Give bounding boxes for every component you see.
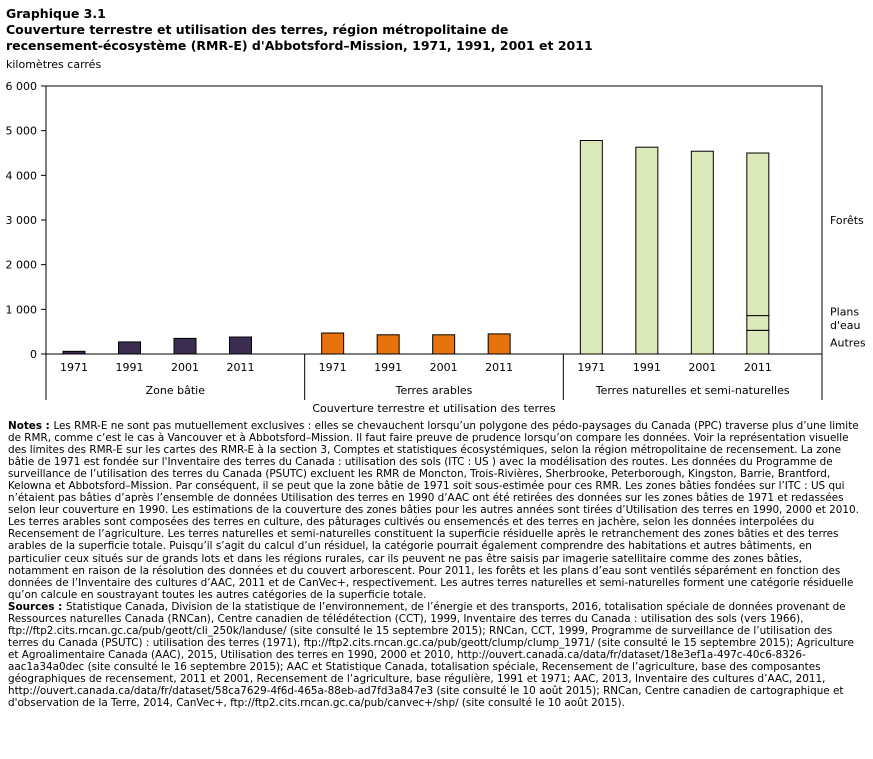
bar <box>173 337 197 355</box>
bar-segment-plans-d-eau <box>746 315 770 331</box>
sources-text: Statistique Canada, Division de la stati… <box>8 600 854 710</box>
y-tick-label: 3 000 <box>6 214 38 227</box>
x-tick-label: 2011 <box>744 361 772 374</box>
stack-annotation: Autres <box>830 336 866 349</box>
chart-title-line-1: Couverture terrestre et utilisation des … <box>6 22 509 37</box>
group-label: Zone bâtie <box>146 384 206 397</box>
x-tick-label: 1991 <box>374 361 402 374</box>
sources-paragraph: Sources : Statistique Canada, Division d… <box>8 601 860 709</box>
x-axis-title: Couverture terrestre et utilisation des … <box>312 402 556 415</box>
bar <box>376 334 400 355</box>
y-axis-unit-label: kilomètres carrés <box>6 58 102 71</box>
bar <box>487 333 511 355</box>
bar-chart: 0 1 000 2 000 3 000 4 000 5 000 6 000 1971 1991 2… <box>6 80 866 415</box>
x-tick-label: 2011 <box>485 361 513 374</box>
notes-text: Les RMR-E ne sont pas mutuellement exclu… <box>8 420 859 601</box>
notes-paragraph: Notes : Les RMR-E ne sont pas mutuelleme… <box>8 420 860 601</box>
bar <box>118 341 141 355</box>
notes-section: Notes : Les RMR-E ne sont pas mutuelleme… <box>8 420 860 709</box>
group-label: Terres arables <box>395 384 473 397</box>
y-tick-label: 4 000 <box>6 169 38 182</box>
bar <box>690 150 714 355</box>
bar <box>62 350 86 355</box>
y-tick-label: 2 000 <box>6 259 38 272</box>
x-tick-label: 2001 <box>171 361 199 374</box>
stack-annotation: d'eau <box>830 319 861 332</box>
bar <box>321 332 345 355</box>
group-label: Terres naturelles et semi-naturelles <box>595 384 790 397</box>
y-tick-label: 0 <box>30 348 37 361</box>
x-tick-label: 1991 <box>633 361 661 374</box>
y-tick-label: 1 000 <box>6 303 38 316</box>
bar <box>635 146 659 355</box>
chart-number: Graphique 3.1 <box>6 6 106 21</box>
bar-segment-for-ts <box>746 152 770 317</box>
bar <box>432 334 456 355</box>
bar <box>229 336 252 355</box>
x-tick-label: 1971 <box>319 361 347 374</box>
stack-annotation: Plans <box>830 306 859 319</box>
bar-segment-autres <box>746 329 770 355</box>
notes-heading: Notes : <box>8 420 54 432</box>
x-tick-label: 2001 <box>688 361 716 374</box>
chart-title-line-2: recensement-écosystème (RMR-E) d'Abbotsf… <box>6 38 593 53</box>
x-tick-label: 2011 <box>227 361 255 374</box>
x-tick-label: 1991 <box>116 361 144 374</box>
y-tick-label: 5 000 <box>6 125 38 138</box>
bar <box>579 139 603 355</box>
stack-annotation: Forêts <box>830 214 864 227</box>
y-tick-label: 6 000 <box>6 80 38 93</box>
x-tick-label: 2001 <box>430 361 458 374</box>
x-tick-label: 1971 <box>60 361 88 374</box>
chart-header: Graphique 3.1 Couverture terrestre et ut… <box>6 6 866 54</box>
sources-heading: Sources : <box>8 600 66 613</box>
x-tick-label: 1971 <box>577 361 605 374</box>
